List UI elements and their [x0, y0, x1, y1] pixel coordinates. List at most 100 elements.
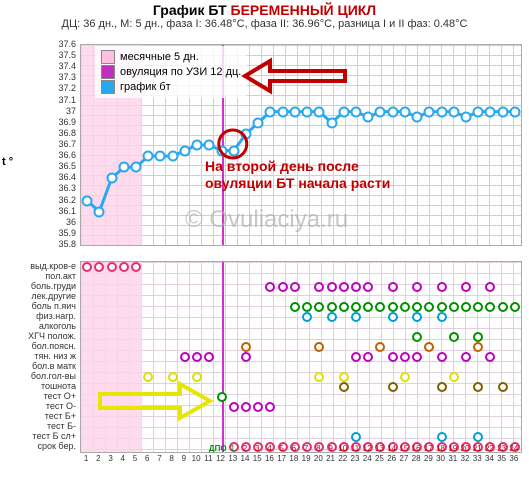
- dpo-tick: 5: [279, 444, 283, 453]
- y-tick-label: 37.2: [46, 83, 76, 93]
- symptom-dot: [290, 282, 300, 292]
- symptom-row-label: тест Б сл+: [2, 431, 76, 441]
- bt-point: [289, 106, 300, 117]
- bt-point: [82, 195, 93, 206]
- symptom-dot: [351, 352, 361, 362]
- bt-point: [461, 112, 472, 123]
- symptom-dot: [412, 302, 422, 312]
- symptom-dot: [278, 282, 288, 292]
- x-tick-label: 31: [448, 454, 457, 463]
- x-tick-label: 6: [145, 454, 149, 463]
- symptom-dot: [400, 372, 410, 382]
- legend-mens-swatch: [101, 50, 115, 64]
- symptom-dot: [302, 302, 312, 312]
- symptom-dot: [253, 402, 263, 412]
- bt-point: [485, 106, 496, 117]
- x-tick-label: 4: [121, 454, 125, 463]
- symptom-dot: [437, 382, 447, 392]
- y-tick-label: 36.4: [46, 172, 76, 182]
- bt-point: [375, 106, 386, 117]
- symptom-dot: [473, 342, 483, 352]
- symptom-dot: [339, 282, 349, 292]
- bt-point: [326, 117, 337, 128]
- x-tick-label: 19: [302, 454, 311, 463]
- legend-mens-label: месячные 5 дн.: [120, 51, 199, 63]
- symptom-dot: [412, 352, 422, 362]
- x-tick-label: 33: [473, 454, 482, 463]
- symptom-dot: [363, 282, 373, 292]
- symptom-dot: [437, 302, 447, 312]
- x-tick-label: 23: [351, 454, 360, 463]
- dpo-tick: 21: [473, 444, 482, 453]
- symptom-dot: [314, 372, 324, 382]
- legend-ovu: овуляция по УЗИ 12 дц.: [101, 65, 241, 79]
- symptom-row-label: бол.гол-вы: [2, 371, 76, 381]
- symptom-row-label: физ.нагр.: [2, 311, 76, 321]
- ovulation-line-2: [222, 262, 224, 452]
- symptom-dot: [498, 382, 508, 392]
- x-tick-label: 29: [424, 454, 433, 463]
- symptom-dot: [449, 332, 459, 342]
- symptom-dot: [351, 282, 361, 292]
- symptom-dot: [485, 302, 495, 312]
- symptom-dot: [327, 312, 337, 322]
- dpo-tick: 19: [448, 444, 457, 453]
- x-tick-label: 12: [216, 454, 225, 463]
- bt-point: [424, 106, 435, 117]
- dpo-tick: 2: [243, 444, 247, 453]
- bt-point: [436, 106, 447, 117]
- symptom-row-label: ХГЧ полож.: [2, 331, 76, 341]
- chart-body: t ° месячные 5 дн. овуляция по УЗИ 12 дц…: [0, 36, 529, 466]
- symptom-dot: [327, 302, 337, 312]
- symptom-dot: [265, 402, 275, 412]
- symptom-dot: [241, 352, 251, 362]
- bt-point: [387, 106, 398, 117]
- dpo-tick: 11: [351, 444, 359, 453]
- y-tick-label: 36.3: [46, 183, 76, 193]
- symptom-dot: [314, 342, 324, 352]
- symptom-dot: [131, 262, 141, 272]
- x-tick-label: 27: [399, 454, 408, 463]
- bt-point: [448, 106, 459, 117]
- bt-point: [118, 162, 129, 173]
- symptom-dot: [82, 262, 92, 272]
- bt-point: [228, 145, 239, 156]
- symptom-dot: [241, 402, 251, 412]
- symptom-dot: [180, 352, 190, 362]
- symptom-row-label: тошнота: [2, 381, 76, 391]
- symptom-dot: [485, 352, 495, 362]
- x-tick-label: 2: [96, 454, 100, 463]
- dpo-tick: 9: [328, 444, 332, 453]
- symptom-dot: [461, 282, 471, 292]
- bt-point: [241, 128, 252, 139]
- dpo-tick: 4: [267, 444, 271, 453]
- symptom-dot: [192, 352, 202, 362]
- symptom-dot: [473, 432, 483, 442]
- x-tick-label: 32: [461, 454, 470, 463]
- symptom-row-label: алкоголь: [2, 321, 76, 331]
- bt-point: [253, 117, 264, 128]
- y-tick-label: 36: [46, 217, 76, 227]
- dpo-tick: 15: [399, 444, 408, 453]
- y-tick-label: 37.1: [46, 95, 76, 105]
- bt-point: [497, 106, 508, 117]
- symptom-dot: [412, 312, 422, 322]
- y-tick-label: 35.9: [46, 228, 76, 238]
- legend-bt: график бт: [101, 80, 241, 94]
- symptom-dot: [327, 282, 337, 292]
- symptom-dot: [400, 352, 410, 362]
- symptom-dot: [339, 372, 349, 382]
- symptom-row-label: бол.в матк: [2, 361, 76, 371]
- symptom-dot: [339, 382, 349, 392]
- symptom-dot: [461, 352, 471, 362]
- x-tick-label: 10: [192, 454, 201, 463]
- bt-point: [131, 162, 142, 173]
- dpo-tick: 16: [412, 444, 421, 453]
- symptom-dot: [437, 282, 447, 292]
- bt-point: [351, 106, 362, 117]
- symptom-dot: [473, 382, 483, 392]
- bt-point: [265, 106, 276, 117]
- symptom-dot: [437, 432, 447, 442]
- dpo-tick: 12: [363, 444, 372, 453]
- symptom-row-label: тян. низ ж: [2, 351, 76, 361]
